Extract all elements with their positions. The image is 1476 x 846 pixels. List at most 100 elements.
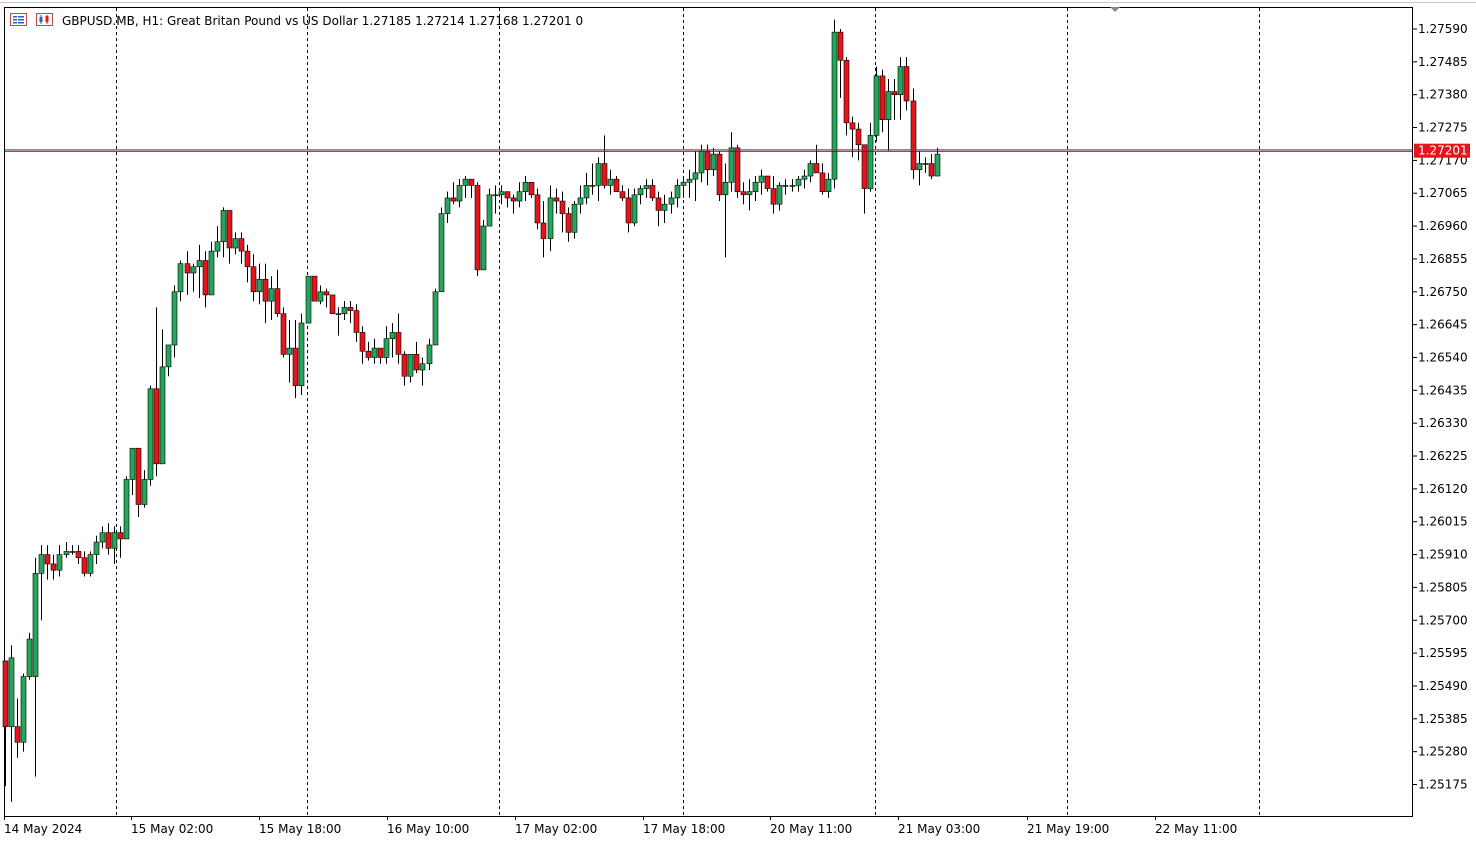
- bull-candle-body: [63, 551, 70, 555]
- candle: [69, 545, 76, 555]
- bull-candle-body: [589, 185, 596, 187]
- candle: [432, 288, 439, 346]
- candle: [861, 144, 868, 214]
- candle: [371, 338, 378, 364]
- candle: [274, 269, 281, 317]
- current-price-label: 1.27201: [1418, 144, 1468, 158]
- bear-candle-body: [413, 354, 420, 371]
- bull-candle-body: [897, 66, 904, 95]
- bull-candle-body: [752, 181, 759, 192]
- candle: [680, 176, 687, 198]
- time-tick-label: 15 May 02:00: [131, 822, 213, 836]
- candle: [202, 251, 209, 308]
- bear-candle-body: [504, 191, 511, 199]
- toolbar-list-icon[interactable]: [10, 13, 27, 26]
- time-tick-label: 21 May 03:00: [898, 822, 980, 836]
- bull-candle-body: [643, 185, 650, 189]
- bull-candle-body: [111, 532, 118, 549]
- bull-candle-body: [637, 188, 644, 196]
- bull-candle-body: [825, 178, 832, 192]
- bull-candle-body: [383, 338, 390, 358]
- candle: [407, 354, 414, 383]
- bull-candle-body: [432, 291, 439, 346]
- bear-candle-body: [226, 210, 233, 249]
- candle: [298, 313, 305, 396]
- candle: [438, 207, 445, 293]
- price-tick-label: 1.26750: [1418, 285, 1468, 299]
- price-axis[interactable]: 1.275901.274851.273801.272751.271701.270…: [1412, 22, 1470, 792]
- candle: [928, 154, 935, 180]
- bull-candle-body: [668, 197, 675, 205]
- candle: [510, 194, 517, 214]
- chart-shift-marker[interactable]: [1110, 7, 1120, 12]
- candle: [99, 526, 106, 549]
- candle: [922, 157, 929, 173]
- bull-candle-body: [159, 366, 166, 465]
- candle: [801, 169, 808, 189]
- candle: [38, 545, 45, 621]
- candle: [329, 294, 336, 314]
- candle: [214, 226, 221, 258]
- candle: [190, 263, 197, 292]
- candle: [619, 185, 626, 202]
- bull-candle-body: [305, 275, 312, 324]
- bear-candle-body: [879, 75, 886, 121]
- candle: [553, 188, 560, 214]
- candle: [268, 276, 275, 320]
- candle: [395, 313, 402, 364]
- candle: [232, 232, 239, 255]
- bear-candle-body: [764, 175, 771, 189]
- time-tick-label: 20 May 11:00: [770, 822, 852, 836]
- time-tick-label: 21 May 19:00: [1027, 822, 1109, 836]
- bull-candle-body: [268, 288, 275, 302]
- candle: [879, 69, 886, 133]
- bull-candle-body: [69, 551, 76, 553]
- bull-candle-body: [722, 181, 729, 196]
- candle: [383, 326, 390, 364]
- bull-candle-body: [87, 554, 94, 574]
- bear-candle-body: [135, 447, 142, 505]
- price-tick-label: 1.27275: [1418, 121, 1468, 135]
- candle: [486, 188, 493, 227]
- candle: [117, 526, 124, 558]
- candle: [450, 182, 457, 205]
- candle: [153, 307, 160, 477]
- bull-candle-body: [607, 178, 614, 186]
- candle: [752, 176, 759, 202]
- bear-candle-body: [274, 288, 281, 314]
- candle: [843, 57, 850, 136]
- bull-candle-body: [419, 363, 426, 371]
- time-axis[interactable]: 14 May 2024 15 May 02:00 15 May 18:00 16 Ma…: [4, 816, 1237, 836]
- chart-candles-icon[interactable]: [36, 13, 53, 26]
- candle: [631, 188, 638, 227]
- bear-candle-body: [928, 163, 935, 177]
- candle: [534, 188, 541, 230]
- candle: [196, 244, 203, 299]
- bull-candle-body: [728, 147, 735, 183]
- bear-candle-body: [528, 181, 535, 196]
- time-tick-label: 22 May 11:00: [1155, 822, 1237, 836]
- candle: [8, 645, 15, 802]
- bear-candle-body: [540, 222, 547, 239]
- candle: [661, 194, 668, 223]
- candle: [837, 29, 844, 98]
- bear-candle-body: [450, 197, 457, 202]
- bear-candle-body: [837, 31, 844, 61]
- bull-candle-body: [38, 554, 45, 574]
- bull-candle-body: [438, 213, 445, 293]
- candle: [220, 207, 227, 258]
- bear-candle-body: [311, 275, 318, 302]
- candle: [547, 185, 554, 252]
- candle: [825, 172, 832, 198]
- bear-candle-body: [613, 178, 620, 192]
- bull-candle-body: [165, 344, 172, 368]
- bear-candle-body: [323, 291, 330, 296]
- bull-candle-body: [93, 541, 100, 555]
- candle: [335, 307, 342, 336]
- candle: [595, 157, 602, 202]
- candle: [589, 163, 596, 195]
- bull-candle-body: [492, 194, 499, 197]
- bull-candle-body: [32, 573, 39, 677]
